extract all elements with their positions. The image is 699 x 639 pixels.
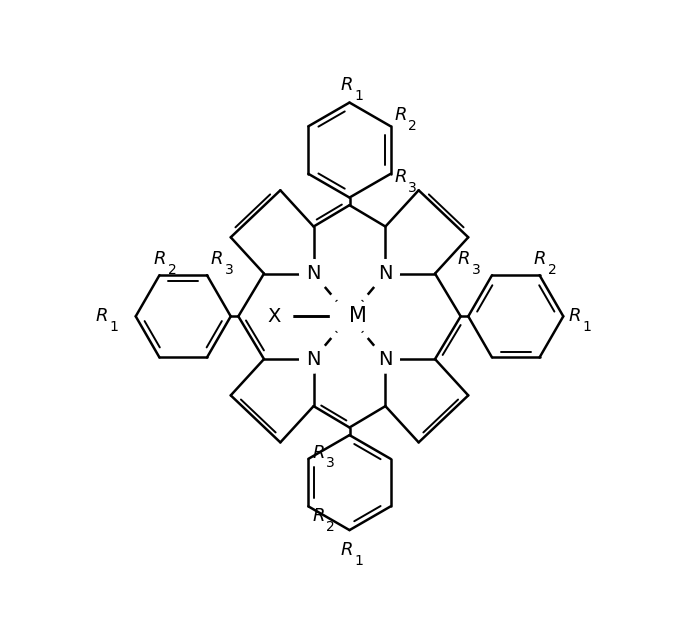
Text: $R$: $R$ bbox=[394, 106, 407, 124]
Text: N: N bbox=[306, 350, 321, 369]
Text: 3: 3 bbox=[224, 263, 233, 277]
Text: 2: 2 bbox=[548, 263, 556, 277]
Text: 3: 3 bbox=[472, 263, 480, 277]
Text: $R$: $R$ bbox=[457, 250, 470, 268]
Circle shape bbox=[331, 297, 368, 335]
Text: M: M bbox=[349, 306, 367, 327]
Text: $R$: $R$ bbox=[568, 307, 581, 325]
Text: 3: 3 bbox=[326, 456, 335, 470]
Circle shape bbox=[371, 259, 399, 288]
Circle shape bbox=[261, 300, 293, 332]
Text: $R$: $R$ bbox=[94, 307, 108, 325]
Text: $R$: $R$ bbox=[533, 250, 546, 268]
Text: 2: 2 bbox=[168, 263, 176, 277]
Text: X: X bbox=[267, 307, 280, 326]
Text: $R$: $R$ bbox=[394, 168, 407, 186]
Text: 1: 1 bbox=[354, 89, 363, 103]
Text: 1: 1 bbox=[583, 320, 592, 334]
Text: N: N bbox=[378, 264, 393, 283]
Text: $R$: $R$ bbox=[340, 541, 353, 559]
Text: $R$: $R$ bbox=[153, 250, 166, 268]
Text: N: N bbox=[306, 264, 321, 283]
Text: 2: 2 bbox=[408, 119, 417, 133]
Text: $R$: $R$ bbox=[340, 76, 353, 94]
Text: 1: 1 bbox=[109, 320, 118, 334]
Text: N: N bbox=[378, 350, 393, 369]
Text: 2: 2 bbox=[326, 520, 335, 534]
Text: 1: 1 bbox=[354, 554, 363, 568]
Text: $R$: $R$ bbox=[312, 507, 324, 525]
Circle shape bbox=[300, 259, 328, 288]
Circle shape bbox=[300, 345, 328, 373]
Circle shape bbox=[371, 345, 399, 373]
Text: 3: 3 bbox=[408, 181, 417, 195]
Text: $R$: $R$ bbox=[312, 443, 324, 461]
Text: $R$: $R$ bbox=[210, 250, 223, 268]
